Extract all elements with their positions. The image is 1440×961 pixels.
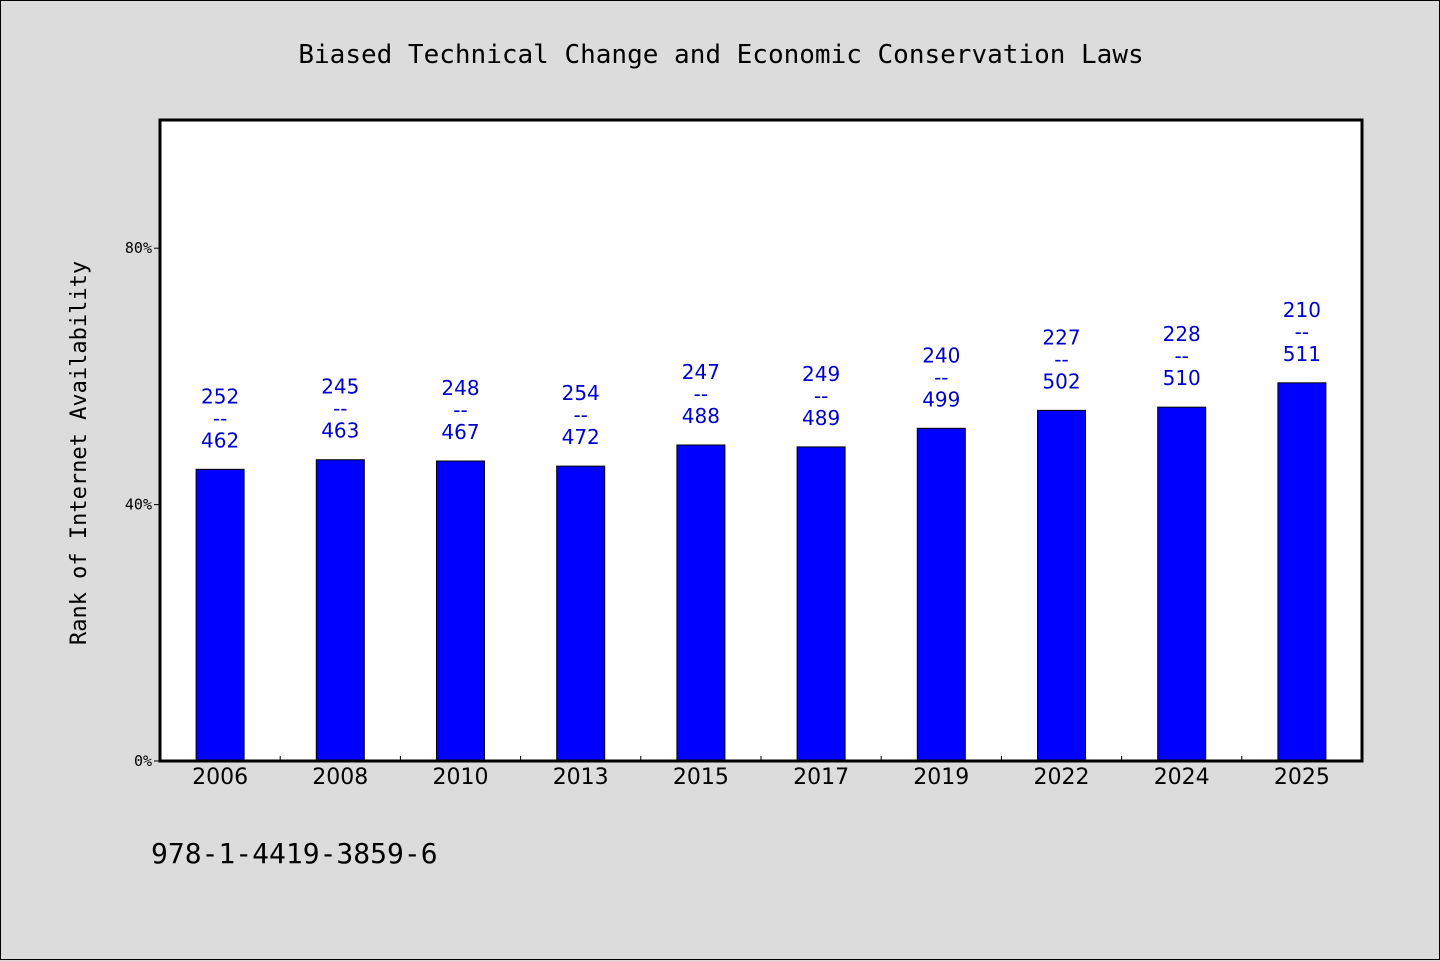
x-tick-label-2025: 2025 <box>1274 765 1330 790</box>
x-tick-label-2008: 2008 <box>312 765 368 790</box>
data-label-2008-line-0: 245 <box>321 375 359 399</box>
data-label-2006-line-2: 462 <box>201 428 239 452</box>
data-label-2017-line-2: 489 <box>802 406 840 430</box>
data-label-2006-line-0: 252 <box>201 384 239 408</box>
chart-title: Biased Technical Change and Economic Con… <box>298 40 1143 70</box>
bar-2015 <box>676 444 726 762</box>
x-tick-label-2024: 2024 <box>1154 765 1210 790</box>
data-label-2008-line-2: 463 <box>321 419 359 443</box>
data-label-2010-line-2: 467 <box>441 420 479 444</box>
y-axis: 0% 40% 80% <box>125 239 160 770</box>
x-tick-label-2010: 2010 <box>433 765 489 790</box>
bar-2017 <box>796 446 846 762</box>
y-tick-label-80: 80% <box>125 239 152 257</box>
data-label-2015-line-0: 247 <box>682 360 720 384</box>
bar-2025 <box>1277 382 1327 762</box>
data-label-2019-line-0: 240 <box>922 343 960 367</box>
y-tick-label-40: 40% <box>125 496 152 514</box>
data-label-2013-line-0: 254 <box>562 381 600 405</box>
bar-2022 <box>1037 409 1086 762</box>
data-label-2013-line-2: 472 <box>562 425 600 449</box>
data-label-2017-line-1: -- <box>814 384 828 408</box>
data-label-2010-line-0: 248 <box>441 376 479 400</box>
x-tick-label-2019: 2019 <box>913 765 969 790</box>
data-label-2019-line-2: 499 <box>922 387 960 411</box>
bars-group <box>195 382 1327 762</box>
footer-isbn: 978-1-4419-3859-6 <box>151 837 438 870</box>
bar-2010 <box>436 460 485 762</box>
y-axis-label: Rank of Internet Availability <box>67 261 92 645</box>
bar-2008 <box>315 459 365 762</box>
bar-2006 <box>195 468 245 762</box>
data-label-2006-line-1: -- <box>213 406 227 430</box>
data-label-2019-line-1: -- <box>934 365 948 389</box>
x-tick-label-2022: 2022 <box>1034 765 1090 790</box>
data-label-2025-line-0: 210 <box>1283 298 1321 322</box>
data-label-2022-line-2: 502 <box>1042 369 1080 393</box>
data-label-2013-line-1: -- <box>573 403 587 427</box>
bar-2024 <box>1157 406 1207 762</box>
x-tick-label-2006: 2006 <box>192 765 248 790</box>
data-label-2017-line-0: 249 <box>802 362 840 386</box>
bar-2019 <box>916 427 966 762</box>
x-tick-label-2013: 2013 <box>553 765 609 790</box>
data-label-2015-line-1: -- <box>694 382 708 406</box>
data-label-2024-line-1: -- <box>1174 344 1188 368</box>
data-label-2010-line-1: -- <box>453 398 467 422</box>
data-label-2022-line-1: -- <box>1054 347 1068 371</box>
data-label-2008-line-1: -- <box>333 397 347 421</box>
x-axis: 2006 2008 2010 2013 2015 2017 2019 2022 2024 2025 <box>192 756 1330 790</box>
data-label-2015-line-2: 488 <box>682 404 720 428</box>
data-label-2024-line-2: 510 <box>1163 366 1201 390</box>
data-label-2024-line-0: 228 <box>1163 322 1201 346</box>
y-tick-label-0: 0% <box>134 752 152 770</box>
data-labels-group: 252--462245--463248--467254--472247--488… <box>201 298 1321 453</box>
x-tick-label-2015: 2015 <box>673 765 729 790</box>
data-label-2022-line-0: 227 <box>1042 325 1080 349</box>
data-label-2025-line-2: 511 <box>1283 342 1321 366</box>
data-label-2025-line-1: -- <box>1295 320 1309 344</box>
bar-2013 <box>556 465 606 762</box>
x-tick-label-2017: 2017 <box>793 765 849 790</box>
